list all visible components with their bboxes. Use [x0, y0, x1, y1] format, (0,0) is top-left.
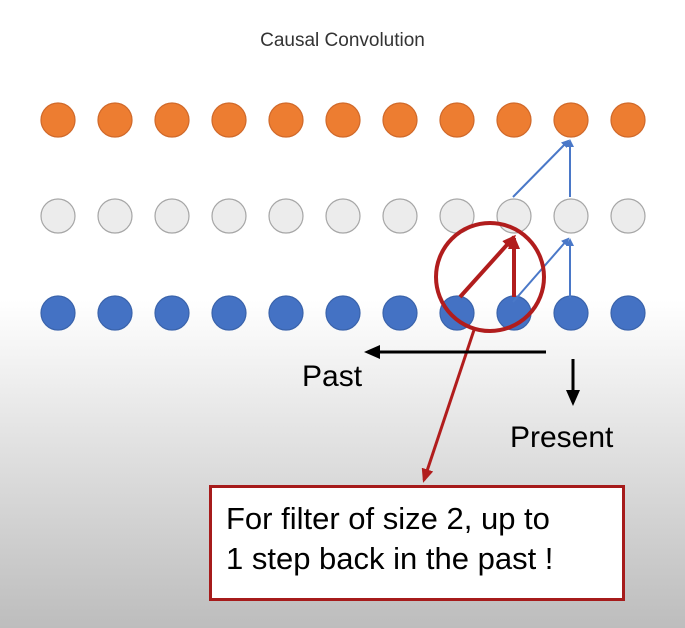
page-title: Causal Convolution — [260, 30, 425, 51]
output-node — [325, 102, 361, 138]
annotation-line-2: 1 step back in the past ! — [226, 541, 554, 576]
output-node — [553, 102, 589, 138]
annotation-box: For filter of size 2, up to 1 step back … — [209, 485, 625, 601]
input-to-hidden-connections — [512, 237, 574, 303]
output-layer — [40, 102, 646, 138]
hidden-node — [97, 198, 133, 234]
input-node — [382, 295, 418, 331]
output-node — [496, 102, 532, 138]
output-node — [382, 102, 418, 138]
input-node — [97, 295, 133, 331]
input-node — [610, 295, 646, 331]
hidden-node — [610, 198, 646, 234]
highlight-circle — [434, 221, 546, 333]
output-node — [40, 102, 76, 138]
output-node — [211, 102, 247, 138]
hidden-layer — [40, 198, 646, 234]
output-node — [154, 102, 190, 138]
time-arrows — [364, 345, 580, 406]
hidden-node — [268, 198, 304, 234]
highlight-edge — [458, 234, 517, 299]
past-label: Past — [302, 360, 363, 393]
input-node — [154, 295, 190, 331]
output-node — [97, 102, 133, 138]
hidden-node — [154, 198, 190, 234]
hidden-node — [325, 198, 361, 234]
input-node — [325, 295, 361, 331]
output-node — [610, 102, 646, 138]
input-node — [439, 295, 475, 331]
input-node — [211, 295, 247, 331]
input-node — [40, 295, 76, 331]
connection-edge — [512, 237, 570, 303]
hidden-node — [382, 198, 418, 234]
connection-edge — [512, 139, 570, 198]
input-node — [268, 295, 304, 331]
callout-line — [421, 329, 476, 483]
output-node — [439, 102, 475, 138]
input-node — [553, 295, 589, 331]
highlighted-filter — [421, 221, 546, 483]
hidden-node — [553, 198, 589, 234]
hidden-to-output-connections — [512, 139, 574, 198]
input-layer — [40, 295, 646, 331]
present-label: Present — [510, 421, 614, 454]
hidden-node — [40, 198, 76, 234]
hidden-node — [211, 198, 247, 234]
annotation-line-1: For filter of size 2, up to — [226, 501, 550, 536]
output-node — [268, 102, 304, 138]
